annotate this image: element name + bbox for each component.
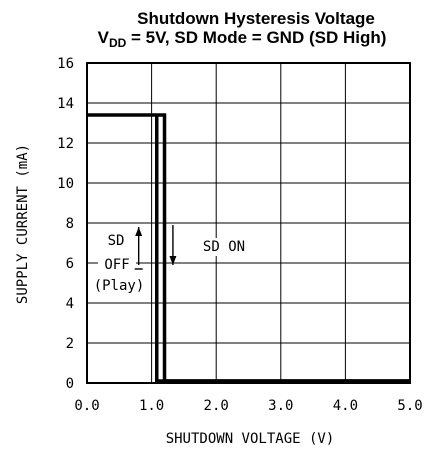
annotation-sd-on-background xyxy=(200,238,250,256)
y-tick-label: 16 xyxy=(57,56,74,72)
annotations: SD OFF (Play) SD ON xyxy=(91,225,250,294)
annotation-sd-background xyxy=(103,231,129,247)
x-tick-label: 0.0 xyxy=(74,398,99,414)
y-tick-label: 2 xyxy=(66,336,74,352)
y-tick-label: 8 xyxy=(66,216,74,232)
y-tick-label: 12 xyxy=(57,136,74,152)
annotation-sd-left: SD xyxy=(108,233,125,249)
title-vdd-suffix: = 5V, SD Mode = GND (SD High) xyxy=(126,28,386,47)
arrow-up-icon xyxy=(135,227,143,265)
y-tick-label: 6 xyxy=(66,256,74,272)
chart-title-line2: VDD = 5V, SD Mode = GND (SD High) xyxy=(98,28,387,50)
x-tick-label: 5.0 xyxy=(397,398,422,414)
annotation-off-background xyxy=(98,256,136,272)
annotation-play: (Play) xyxy=(94,278,145,294)
data-series xyxy=(87,113,410,383)
x-tick-labels: 0.0 1.0 2.0 3.0 4.0 5.0 xyxy=(74,398,422,414)
y-tick-label: 4 xyxy=(66,296,74,312)
y-axis-label: SUPPLY CURRENT (mA) xyxy=(15,144,31,304)
gridlines xyxy=(86,62,411,384)
x-axis-label: SHUTDOWN VOLTAGE (V) xyxy=(166,431,335,447)
x-tick-label: 3.0 xyxy=(268,398,293,414)
y-tick-label: 0 xyxy=(66,376,74,392)
annotation-off: OFF xyxy=(104,257,129,273)
annotation-play-background xyxy=(91,276,147,294)
annotation-sd-on: SD ON xyxy=(203,239,245,255)
x-tick-label: 1.0 xyxy=(139,398,164,414)
arrow-down-icon xyxy=(169,225,177,265)
title-vdd-prefix: V xyxy=(98,28,110,47)
y-tick-label: 10 xyxy=(57,176,74,192)
chart-title-line1: Shutdown Hysteresis Voltage xyxy=(137,9,375,28)
y-tick-labels: 0 2 4 6 8 10 12 14 16 xyxy=(57,56,74,392)
plot-frame xyxy=(86,62,411,384)
x-tick-label: 4.0 xyxy=(333,398,358,414)
title-vdd-subscript: DD xyxy=(109,36,127,50)
series-line-2 xyxy=(155,115,410,383)
y-tick-label: 14 xyxy=(57,96,74,112)
x-tick-label: 2.0 xyxy=(204,398,229,414)
